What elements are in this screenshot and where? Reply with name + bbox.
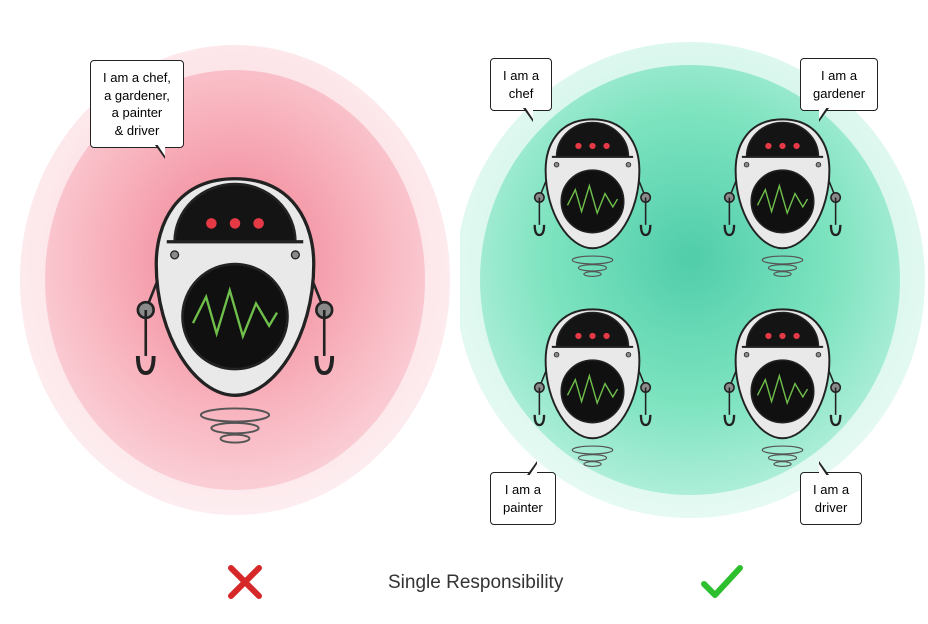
bubble-driver: I am a driver	[800, 472, 862, 525]
bubble-multi-text: I am a chef, a gardener, a painter & dri…	[103, 70, 171, 138]
robot-chef	[530, 110, 655, 290]
title-text: Single Responsibility	[388, 572, 563, 594]
robot-painter	[530, 300, 655, 480]
check-icon	[700, 562, 744, 602]
robot-driver	[720, 300, 845, 480]
bubble-multi: I am a chef, a gardener, a painter & dri…	[90, 60, 184, 148]
bubble-gardener: I am a gardener	[800, 58, 878, 111]
infographic-canvas: I am a chef, a gardener, a painter & dri…	[0, 0, 928, 624]
robot-multi	[130, 160, 340, 465]
bubble-gardener-text: I am a gardener	[813, 68, 865, 101]
bubble-driver-text: I am a driver	[813, 482, 849, 515]
bubble-painter: I am a painter	[490, 472, 556, 525]
bubble-painter-text: I am a painter	[503, 482, 543, 515]
cross-icon	[225, 562, 265, 602]
robot-gardener	[720, 110, 845, 290]
bubble-chef: I am a chef	[490, 58, 552, 111]
bubble-chef-text: I am a chef	[503, 68, 539, 101]
